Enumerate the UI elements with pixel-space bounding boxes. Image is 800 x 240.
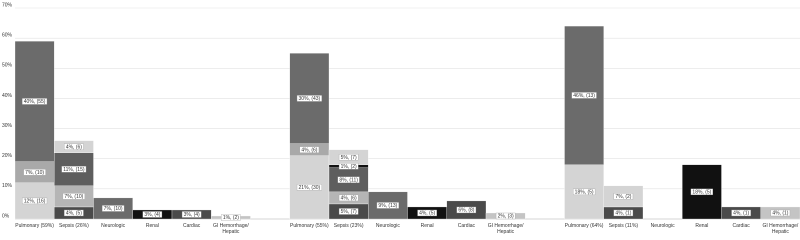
label-box [181, 211, 202, 218]
data-label: 4%, (5) [66, 211, 82, 217]
data-label: 12%, (16) [24, 199, 46, 205]
x-tick-label: Neurologic [101, 223, 126, 229]
data-label: 6%, (8) [458, 208, 474, 214]
label-box [142, 211, 163, 218]
x-tick-label: Renal [695, 223, 709, 229]
x-tick-label: Pulmonary (55%) [290, 223, 329, 229]
data-label: 8%, (11) [339, 177, 358, 183]
label-box [22, 98, 48, 105]
data-label: 2%, (3) [498, 214, 514, 220]
x-tick-label: GI Hemorrhage/ Hepatic [212, 223, 249, 235]
data-label: 9%, (13) [378, 203, 397, 209]
y-tick-label: 40% [2, 93, 13, 99]
x-tick-label: Pulmonary (59%) [15, 223, 54, 229]
label-box [338, 194, 359, 202]
data-label: 18%, (5) [575, 189, 594, 195]
y-tick-label: 20% [2, 153, 13, 159]
data-label: 4%, (1) [615, 211, 631, 217]
data-label: 1%, (2) [341, 164, 357, 170]
y-tick-label: 0% [2, 213, 10, 219]
y-tick-label: 10% [2, 183, 13, 189]
label-box [690, 188, 713, 196]
label-box [417, 209, 437, 217]
data-label: 4%, (6) [341, 196, 357, 202]
data-label: 21%, (30) [299, 185, 321, 191]
data-label: 40%, (55) [24, 99, 46, 105]
label-box [61, 166, 87, 173]
data-label: 7%, (10) [64, 194, 83, 200]
label-box [62, 193, 85, 200]
x-tick-label: Sepsis (11%) [608, 223, 639, 229]
label-box [23, 169, 46, 176]
data-label: 30%, (43) [299, 96, 321, 102]
label-box [337, 176, 360, 183]
data-label: 18%, (5) [692, 189, 711, 195]
label-box [731, 209, 751, 217]
label-box [495, 212, 516, 220]
data-label: 3%, (4) [184, 212, 200, 218]
data-label: 1%, (2) [223, 215, 239, 221]
label-box [613, 193, 634, 200]
label-box [571, 92, 597, 99]
data-label: 5%, (7) [341, 209, 357, 215]
label-box [299, 146, 320, 153]
label-box [338, 208, 359, 215]
label-box [64, 209, 84, 217]
data-label: 4%, (1) [772, 211, 788, 217]
data-label: 3%, (4) [144, 212, 160, 218]
label-box [770, 209, 791, 217]
data-label: 7%, (10) [25, 170, 44, 176]
x-tick-label: Sepsis (26%) [59, 223, 89, 229]
x-tick-label: Renal [420, 223, 434, 229]
label-box [376, 202, 399, 209]
x-tick-label: Sepsis (23%) [333, 223, 364, 229]
y-tick-label: 50% [2, 63, 13, 69]
label-box [338, 154, 359, 161]
label-box [573, 188, 596, 196]
label-box [22, 197, 48, 205]
label-box [338, 163, 359, 170]
data-label: 46%, (13) [573, 93, 595, 99]
x-tick-label: GI Hemorrhage/ Hepatic [487, 223, 524, 235]
data-label: 5%, (7) [341, 155, 357, 161]
data-label: 11%, (15) [63, 167, 85, 173]
data-label: 4%, (5) [419, 211, 435, 217]
x-tick-label: Renal [145, 223, 159, 229]
data-label: 4%, (6) [66, 144, 82, 150]
data-label: 7%, (10) [104, 206, 123, 212]
x-tick-label: Neurologic [375, 223, 400, 229]
label-box [296, 95, 322, 102]
y-tick-label: 70% [2, 2, 13, 8]
y-tick-label: 30% [2, 123, 13, 129]
data-label: 4%, (6) [301, 147, 317, 153]
label-box [613, 209, 634, 217]
y-tick-label: 60% [2, 32, 13, 38]
label-box [456, 206, 477, 214]
label-box [102, 205, 125, 212]
x-tick-label: Neurologic [650, 223, 675, 229]
label-box [296, 184, 322, 191]
x-tick-label: Pulmonary (64%) [564, 223, 604, 229]
label-box [221, 214, 241, 221]
data-label: 7%, (2) [615, 194, 631, 200]
x-tick-label: Cardiac [732, 223, 750, 229]
x-tick-label: Cardiac [457, 223, 475, 229]
x-tick-label: GI Hemorrhage/ Hepatic [762, 223, 799, 235]
data-label: 4%, (1) [733, 211, 749, 217]
x-tick-label: Cardiac [183, 223, 201, 229]
label-box [64, 143, 84, 150]
